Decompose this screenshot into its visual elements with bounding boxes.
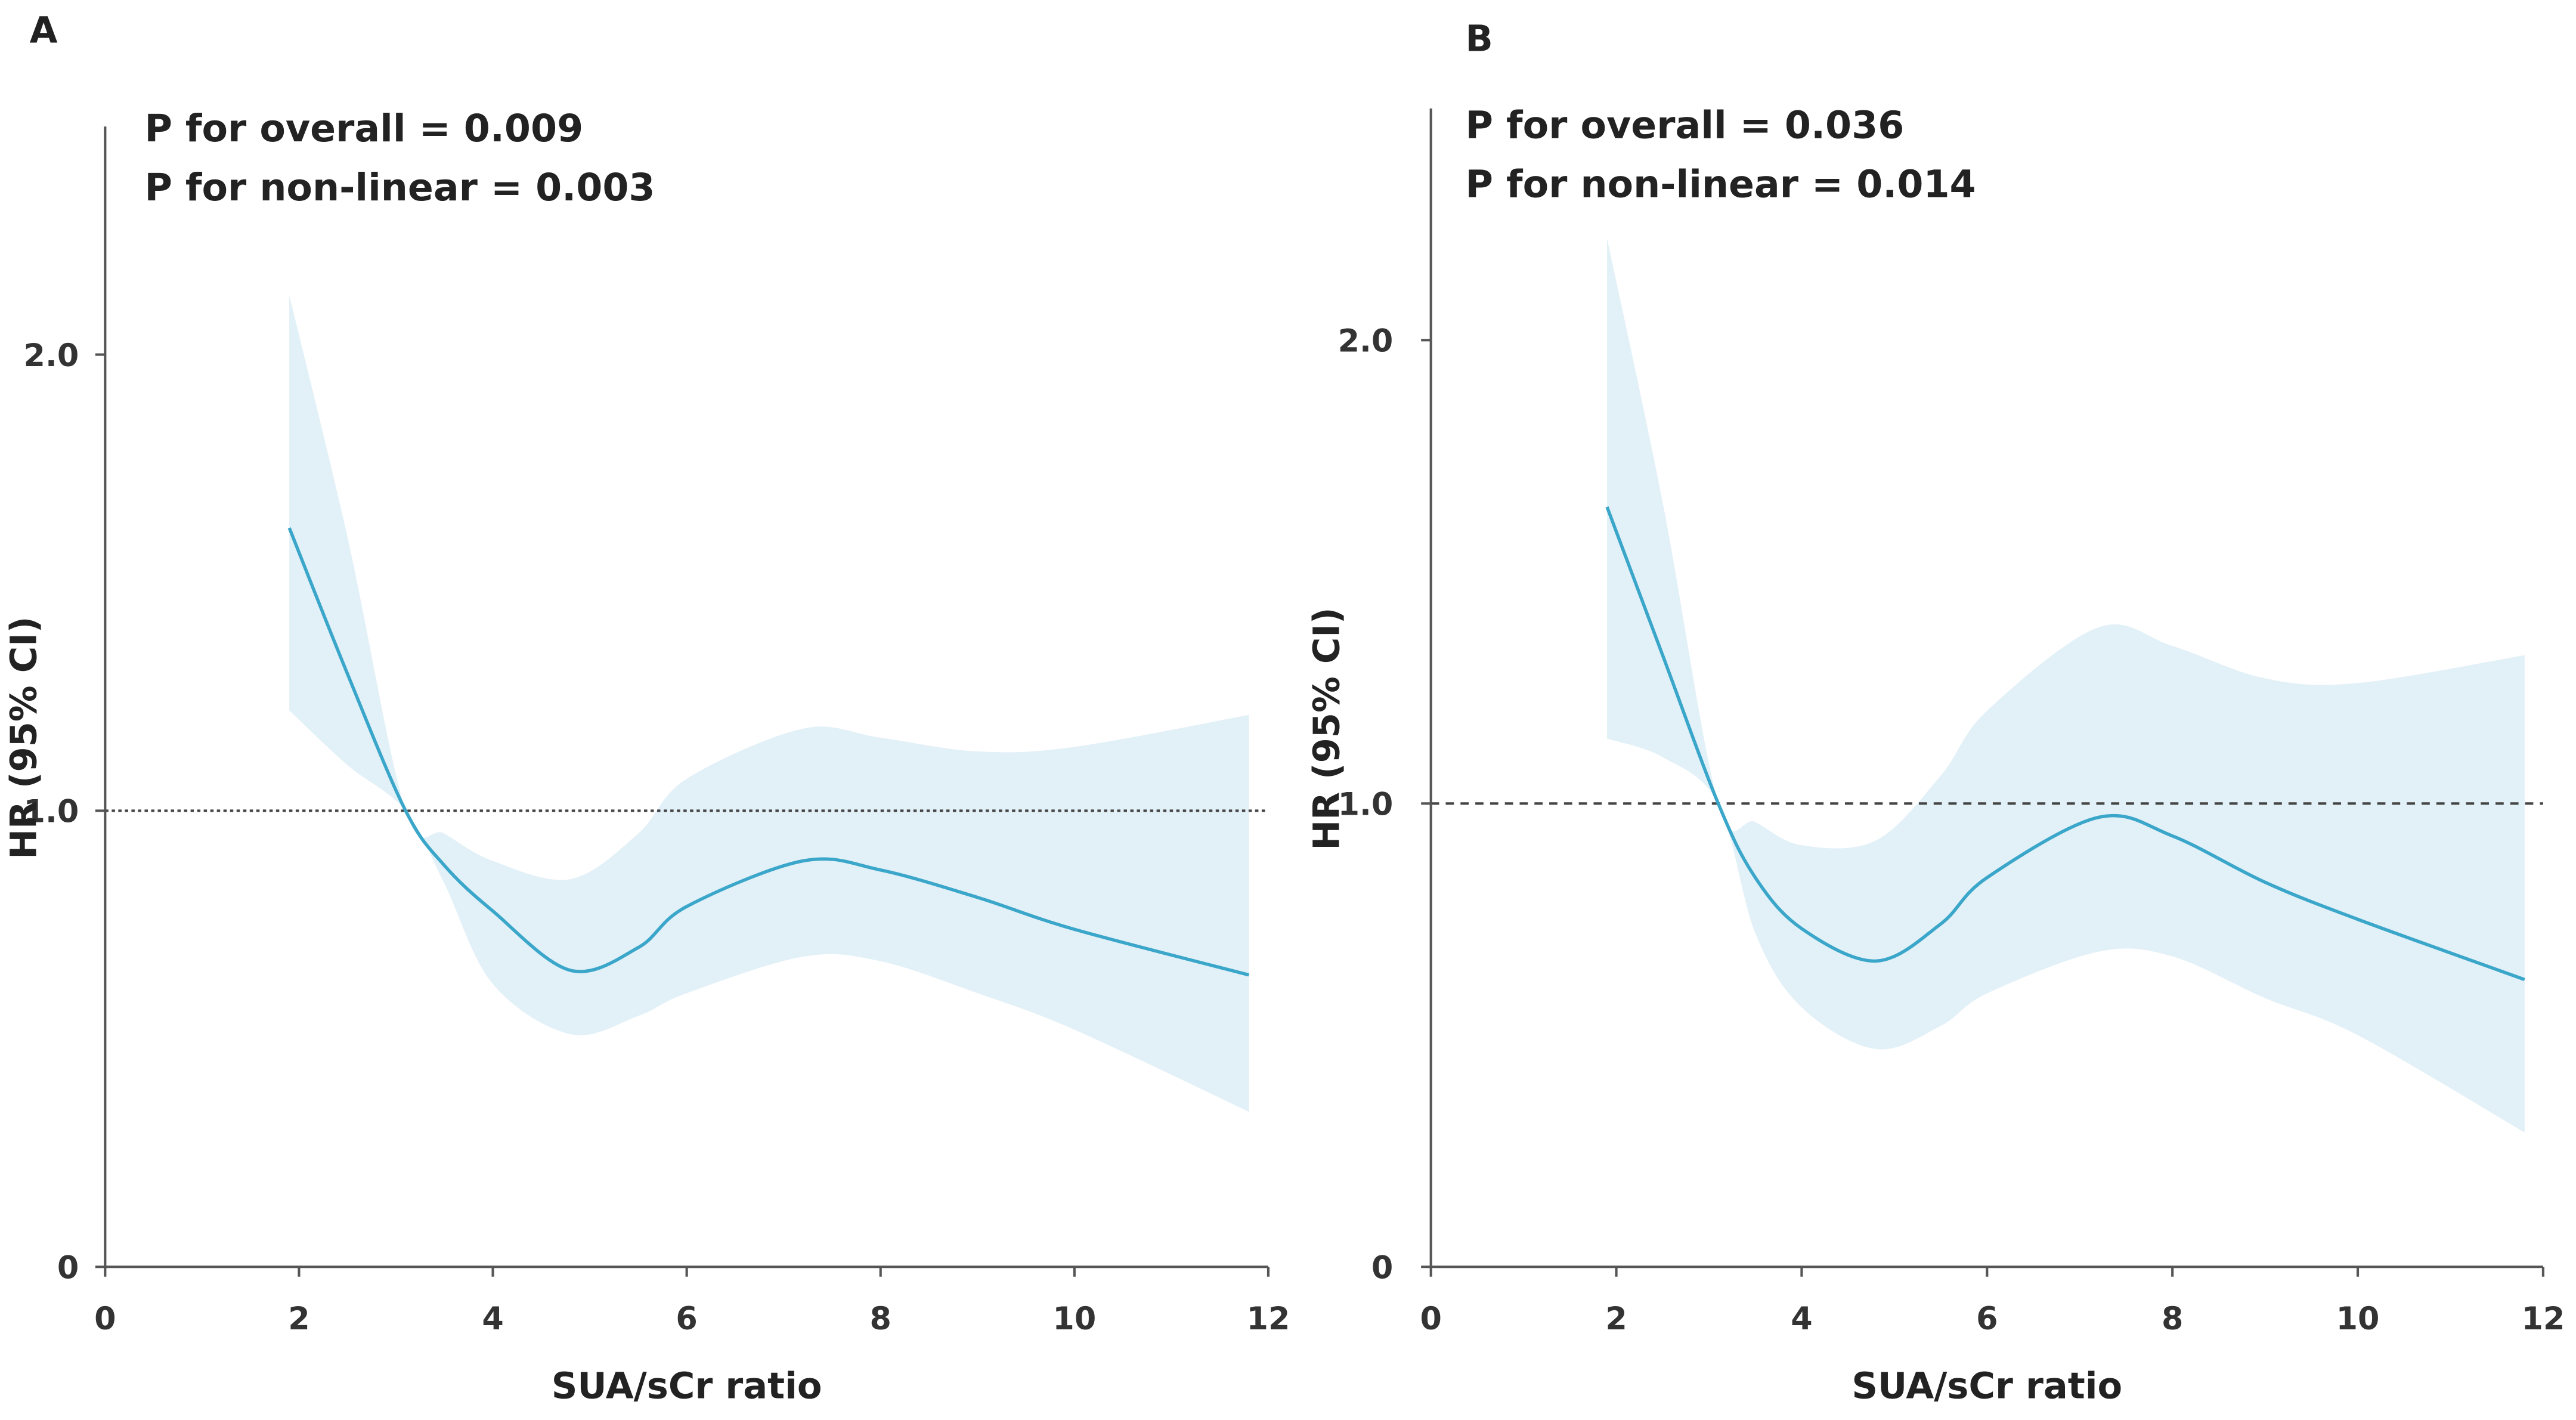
panel-label: B xyxy=(1466,18,1493,60)
x-tick-label: 4 xyxy=(482,1301,503,1337)
x-tick-label: 12 xyxy=(1247,1301,1290,1337)
panel-label: A xyxy=(30,10,58,52)
x-tick-label: 8 xyxy=(2162,1301,2183,1337)
hr-curve xyxy=(287,527,1250,977)
x-tick-label: 0 xyxy=(1420,1301,1441,1337)
annotation: P for overall = 0.009 xyxy=(144,106,583,150)
y-tick-label: 0 xyxy=(1371,1249,1393,1286)
y-tick-label: 2.0 xyxy=(1338,323,1394,360)
annotation: P for non-linear = 0.014 xyxy=(1466,162,1976,206)
x-tick-label: 12 xyxy=(2521,1301,2565,1337)
y-axis-label: HR (95% CI) xyxy=(1306,607,1348,850)
y-tick-label: 0 xyxy=(57,1249,79,1286)
x-tick-label: 4 xyxy=(1791,1301,1812,1337)
x-axis-label: SUA/sCr ratio xyxy=(1852,1366,2122,1407)
x-tick-label: 8 xyxy=(870,1301,891,1337)
y-tick-label: 1.0 xyxy=(24,794,79,830)
x-tick-label: 0 xyxy=(94,1301,116,1337)
y-axis-label: HR (95% CI) xyxy=(4,617,45,859)
y-tick-label: 1.0 xyxy=(1338,787,1394,823)
y-tick-label: 2.0 xyxy=(24,338,79,374)
x-tick-label: 10 xyxy=(1052,1301,1096,1337)
ci-band xyxy=(1607,238,2525,1133)
annotation: P for overall = 0.036 xyxy=(1466,103,1905,147)
ci-band xyxy=(289,295,1249,1112)
x-axis-label: SUA/sCr ratio xyxy=(552,1366,822,1407)
x-tick-label: 6 xyxy=(1976,1301,1998,1337)
annotation: P for non-linear = 0.003 xyxy=(144,165,655,209)
x-tick-label: 6 xyxy=(676,1301,697,1337)
hr-curve xyxy=(1605,506,2525,982)
x-tick-label: 2 xyxy=(288,1301,309,1337)
x-tick-label: 10 xyxy=(2336,1301,2380,1337)
x-tick-label: 2 xyxy=(1605,1301,1627,1337)
